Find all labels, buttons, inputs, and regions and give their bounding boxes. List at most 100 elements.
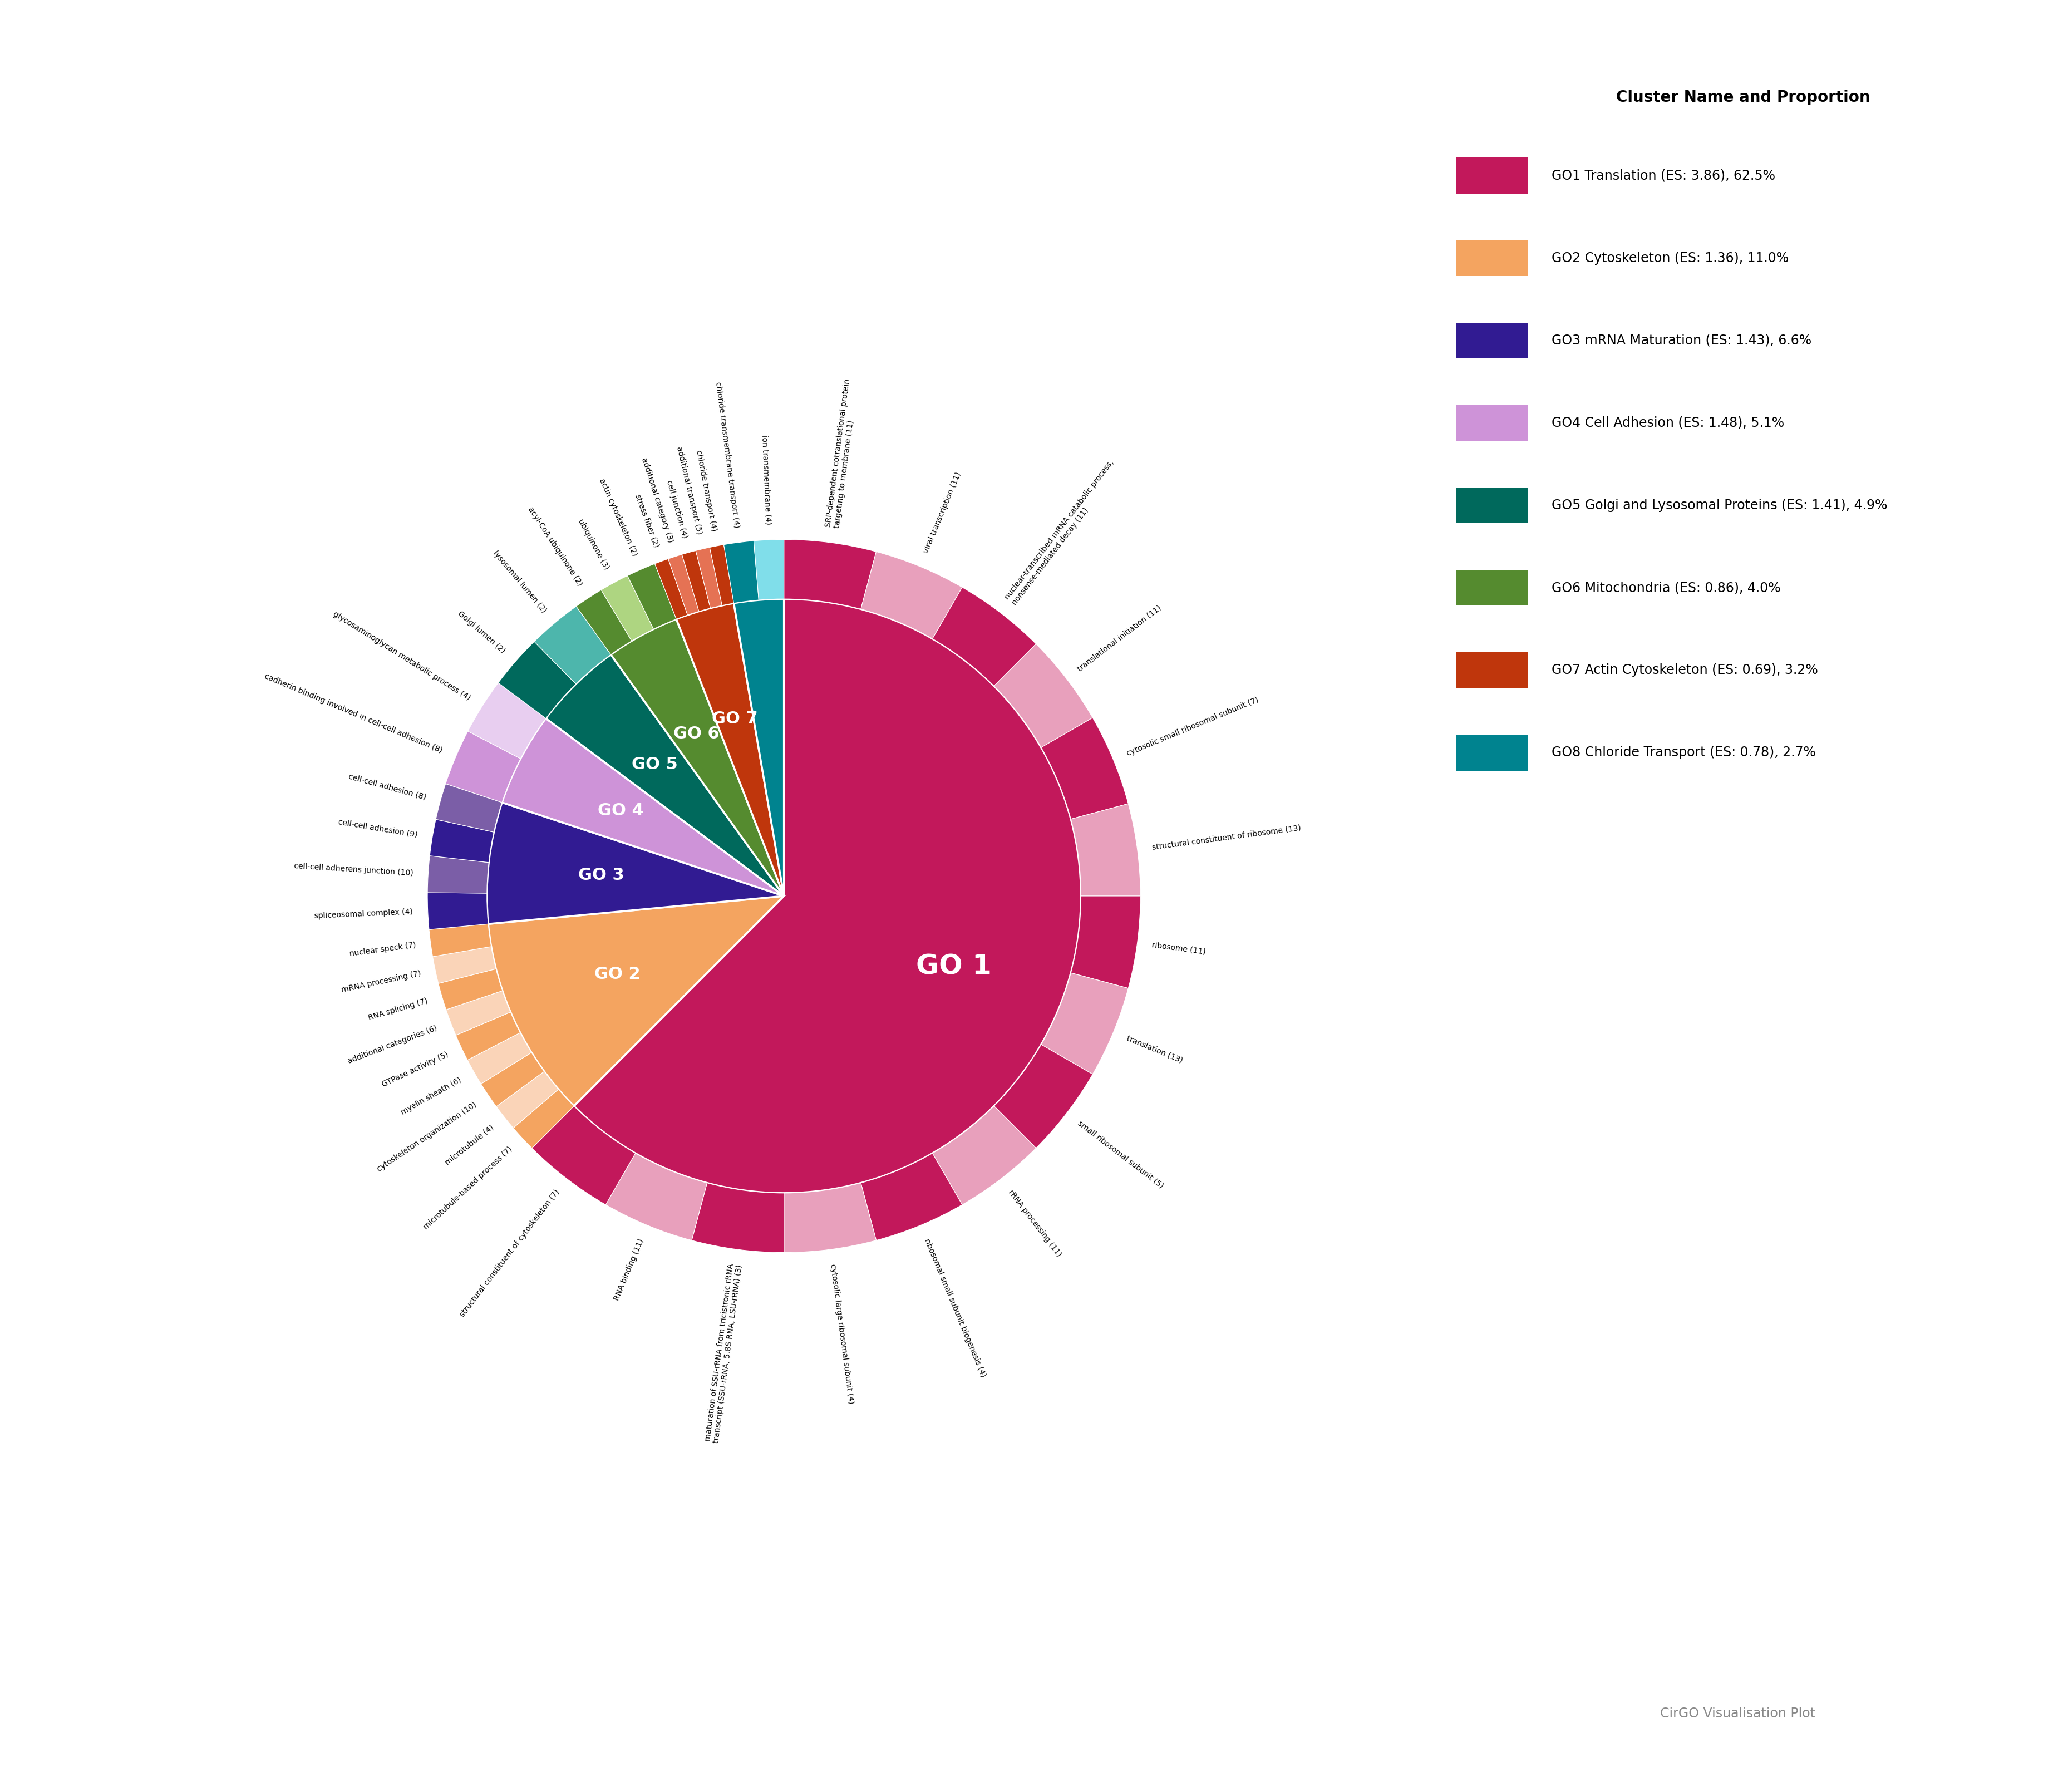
Text: additional category (3): additional category (3) <box>640 457 675 543</box>
Wedge shape <box>932 588 1036 686</box>
Text: GO1 Translation (ES: 3.86), 62.5%: GO1 Translation (ES: 3.86), 62.5% <box>1551 168 1776 183</box>
Wedge shape <box>860 1154 961 1240</box>
Text: structural constituent of ribosome (13): structural constituent of ribosome (13) <box>1151 824 1302 851</box>
Wedge shape <box>695 547 722 607</box>
Wedge shape <box>784 539 877 609</box>
Text: spliceosomal complex (4): spliceosomal complex (4) <box>314 909 413 919</box>
Text: GO7 Actin Cytoskeleton (ES: 0.69), 3.2%: GO7 Actin Cytoskeleton (ES: 0.69), 3.2% <box>1551 663 1818 677</box>
Text: viral transcription (11): viral transcription (11) <box>922 471 963 554</box>
Text: Golgi lumen (2): Golgi lumen (2) <box>456 609 507 654</box>
Text: GO 1: GO 1 <box>916 953 992 980</box>
Text: ribosomal small subunit biogenesis (4): ribosomal small subunit biogenesis (4) <box>922 1238 986 1378</box>
Wedge shape <box>710 545 734 606</box>
Wedge shape <box>547 654 784 896</box>
Wedge shape <box>446 991 510 1036</box>
Text: microtubule-based process (7): microtubule-based process (7) <box>423 1145 514 1231</box>
Wedge shape <box>435 783 501 831</box>
Wedge shape <box>532 1106 635 1204</box>
Text: cytoskeleton organization (10): cytoskeleton organization (10) <box>375 1100 479 1174</box>
Text: GO 7: GO 7 <box>712 710 757 726</box>
Wedge shape <box>724 541 759 604</box>
Text: cadherin binding involved in cell-cell adhesion (8): cadherin binding involved in cell-cell a… <box>264 672 444 754</box>
Wedge shape <box>481 1052 545 1106</box>
Text: cell junction (4): cell junction (4) <box>664 478 689 539</box>
Text: additional categories (6): additional categories (6) <box>347 1025 437 1064</box>
Text: cell-cell adherens junction (10): cell-cell adherens junction (10) <box>293 862 413 876</box>
Text: cytosolic small ribosomal subunit (7): cytosolic small ribosomal subunit (7) <box>1126 695 1260 758</box>
Wedge shape <box>427 892 489 930</box>
FancyBboxPatch shape <box>1456 735 1529 771</box>
Wedge shape <box>683 550 710 611</box>
Wedge shape <box>691 1183 784 1253</box>
Wedge shape <box>734 599 784 896</box>
Wedge shape <box>497 642 576 719</box>
Text: microtubule (4): microtubule (4) <box>444 1124 495 1167</box>
Wedge shape <box>1071 805 1141 896</box>
Wedge shape <box>574 599 1081 1193</box>
Text: stress fiber (2): stress fiber (2) <box>633 493 660 548</box>
Wedge shape <box>576 590 631 654</box>
Text: GO 3: GO 3 <box>578 867 623 883</box>
FancyBboxPatch shape <box>1456 652 1529 688</box>
Text: cell-cell adhesion (8): cell-cell adhesion (8) <box>347 772 427 801</box>
FancyBboxPatch shape <box>1456 405 1529 441</box>
Wedge shape <box>429 925 491 957</box>
Wedge shape <box>677 604 784 896</box>
Wedge shape <box>468 1032 532 1084</box>
Wedge shape <box>497 1072 559 1127</box>
Wedge shape <box>607 1154 708 1240</box>
Text: GO4 Cell Adhesion (ES: 1.48), 5.1%: GO4 Cell Adhesion (ES: 1.48), 5.1% <box>1551 416 1784 430</box>
Wedge shape <box>433 946 495 984</box>
Text: chloride transport (4): chloride transport (4) <box>695 450 718 532</box>
Text: CirGO Visualisation Plot: CirGO Visualisation Plot <box>1661 1708 1815 1720</box>
Text: SRP-dependent cotranslational protein
targeting to membrane (11): SRP-dependent cotranslational protein ta… <box>823 378 860 529</box>
Text: nuclear-transcribed mRNA catabolic process,
nonsense-mediated decay (11): nuclear-transcribed mRNA catabolic proce… <box>1003 459 1122 606</box>
Wedge shape <box>1071 896 1141 987</box>
Text: GO 4: GO 4 <box>598 803 644 819</box>
FancyBboxPatch shape <box>1456 570 1529 606</box>
Text: ribosome (11): ribosome (11) <box>1151 941 1207 955</box>
Wedge shape <box>654 559 687 618</box>
FancyBboxPatch shape <box>1456 323 1529 358</box>
Wedge shape <box>534 606 611 685</box>
Wedge shape <box>487 803 784 925</box>
Text: additional transport (5): additional transport (5) <box>675 446 703 536</box>
Text: GO 6: GO 6 <box>673 726 720 742</box>
Text: myelin sheath (6): myelin sheath (6) <box>400 1075 462 1116</box>
Text: GO3 mRNA Maturation (ES: 1.43), 6.6%: GO3 mRNA Maturation (ES: 1.43), 6.6% <box>1551 333 1811 348</box>
Text: GO 2: GO 2 <box>594 966 640 982</box>
Wedge shape <box>784 1183 877 1253</box>
Wedge shape <box>1042 973 1128 1073</box>
Wedge shape <box>753 539 784 600</box>
Wedge shape <box>600 575 654 642</box>
FancyBboxPatch shape <box>1456 240 1529 276</box>
Wedge shape <box>456 1012 520 1061</box>
Text: chloride transmembrane transport (4): chloride transmembrane transport (4) <box>714 382 741 529</box>
Wedge shape <box>668 554 699 615</box>
Text: GO6 Mitochondria (ES: 0.86), 4.0%: GO6 Mitochondria (ES: 0.86), 4.0% <box>1551 581 1780 595</box>
Text: small ribosomal subunit (5): small ribosomal subunit (5) <box>1077 1118 1166 1190</box>
FancyBboxPatch shape <box>1456 158 1529 194</box>
Text: GO 5: GO 5 <box>631 756 679 772</box>
Text: ubiquinone (3): ubiquinone (3) <box>578 518 611 572</box>
Text: mRNA processing (7): mRNA processing (7) <box>340 969 421 995</box>
Wedge shape <box>446 731 520 803</box>
Text: RNA binding (11): RNA binding (11) <box>613 1238 646 1301</box>
Text: RNA splicing (7): RNA splicing (7) <box>367 996 429 1021</box>
Text: GO2 Cytoskeleton (ES: 1.36), 11.0%: GO2 Cytoskeleton (ES: 1.36), 11.0% <box>1551 251 1789 265</box>
Wedge shape <box>427 857 489 892</box>
Text: nuclear speck (7): nuclear speck (7) <box>349 941 417 959</box>
Text: ion transmembrane (4): ion transmembrane (4) <box>761 435 772 525</box>
Text: cell-cell adhesion (9): cell-cell adhesion (9) <box>338 817 419 839</box>
Wedge shape <box>437 969 503 1009</box>
Wedge shape <box>1042 719 1128 819</box>
Wedge shape <box>489 896 784 1106</box>
Text: acyl-CoA ubiquinone (2): acyl-CoA ubiquinone (2) <box>526 505 584 588</box>
Wedge shape <box>627 564 677 629</box>
Text: translational initiation (11): translational initiation (11) <box>1077 604 1164 674</box>
FancyBboxPatch shape <box>1456 487 1529 523</box>
Text: GO8 Chloride Transport (ES: 0.78), 2.7%: GO8 Chloride Transport (ES: 0.78), 2.7% <box>1551 745 1815 760</box>
Wedge shape <box>611 618 784 896</box>
Text: structural constituent of cytoskeleton (7): structural constituent of cytoskeleton (… <box>458 1188 561 1319</box>
Text: cytosolic large ribosomal subunit (4): cytosolic large ribosomal subunit (4) <box>829 1263 854 1405</box>
